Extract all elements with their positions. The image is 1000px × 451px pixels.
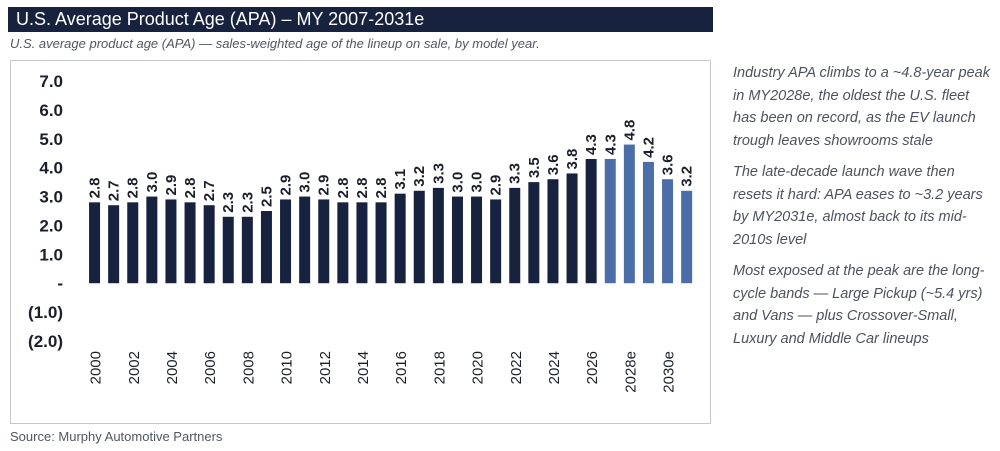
data-label: 3.5 bbox=[526, 157, 543, 178]
data-label: 4.2 bbox=[640, 137, 657, 158]
y-tick-label: 5.0 bbox=[39, 130, 63, 149]
data-label: 4.8 bbox=[621, 120, 638, 141]
bar bbox=[280, 199, 292, 284]
bar bbox=[146, 196, 158, 284]
bar bbox=[604, 159, 616, 284]
x-tick-label: 2016 bbox=[393, 351, 410, 384]
data-label: 3.0 bbox=[469, 172, 486, 193]
x-tick-label: 2004 bbox=[164, 351, 181, 384]
y-tick-label: 2.0 bbox=[39, 216, 63, 235]
y-tick-label: 1.0 bbox=[39, 245, 63, 264]
x-tick-label: 2010 bbox=[279, 351, 296, 384]
data-label: 2.5 bbox=[258, 186, 275, 207]
data-label: 3.0 bbox=[144, 172, 161, 193]
x-tick-label: 2022 bbox=[508, 351, 525, 384]
bar bbox=[471, 196, 483, 284]
bar bbox=[681, 190, 693, 284]
bar bbox=[260, 211, 272, 284]
data-label: 3.8 bbox=[564, 149, 581, 170]
x-tick-label: 2024 bbox=[546, 351, 563, 384]
bar-chart: 7.0 6.0 5.0 4.0 3.0 2.0 1.0 - (1.0) (2.0) 2.8 2000 2… bbox=[28, 72, 696, 393]
data-label: 2.9 bbox=[316, 175, 333, 196]
data-label: 3.1 bbox=[392, 169, 409, 190]
x-tick-label: 2000 bbox=[88, 351, 105, 384]
data-label: 2.3 bbox=[220, 192, 237, 213]
chart-subtitle: U.S. average product age (APA) — sales-w… bbox=[10, 36, 540, 51]
data-label: 2.7 bbox=[106, 180, 123, 201]
x-tick-label: 2020 bbox=[470, 351, 487, 384]
x-tick-label: 2026 bbox=[584, 351, 601, 384]
bar bbox=[89, 202, 101, 284]
bar bbox=[222, 216, 234, 284]
commentary-note-1: Industry APA climbs to a ~4.8-year peak … bbox=[733, 65, 990, 149]
data-label: 3.3 bbox=[430, 163, 447, 184]
data-label: 2.8 bbox=[125, 177, 142, 198]
bar bbox=[184, 202, 196, 284]
bar bbox=[165, 199, 177, 284]
data-label: 3.2 bbox=[679, 166, 696, 187]
bar bbox=[413, 190, 425, 284]
data-label: 2.9 bbox=[163, 175, 180, 196]
x-tick-label: 2018 bbox=[431, 351, 448, 384]
bar bbox=[394, 193, 406, 284]
bar bbox=[108, 205, 120, 284]
data-label: 2.7 bbox=[201, 180, 218, 201]
x-tick-label: 2030e bbox=[661, 351, 678, 393]
x-tick-label: 2006 bbox=[202, 351, 219, 384]
y-tick-label: 7.0 bbox=[39, 72, 63, 91]
x-tick-label: 2014 bbox=[355, 351, 372, 384]
data-label: 2.9 bbox=[488, 175, 505, 196]
bar bbox=[490, 199, 502, 284]
bar bbox=[318, 199, 330, 284]
bar bbox=[451, 196, 463, 284]
data-label: 2.3 bbox=[239, 192, 256, 213]
data-label: 2.8 bbox=[87, 177, 104, 198]
data-label: 3.2 bbox=[411, 166, 428, 187]
data-label: 2.9 bbox=[278, 175, 295, 196]
source-note: Source: Murphy Automotive Partners bbox=[10, 429, 223, 444]
data-label: 2.8 bbox=[182, 177, 199, 198]
bar bbox=[299, 196, 311, 284]
y-tick-label: 4.0 bbox=[39, 159, 63, 178]
x-tick-label: 2002 bbox=[126, 351, 143, 384]
data-label: 3.0 bbox=[297, 172, 314, 193]
data-label: 4.3 bbox=[602, 134, 619, 155]
bar bbox=[642, 161, 654, 284]
chart-title: U.S. Average Product Age (APA) – MY 2007… bbox=[8, 7, 713, 32]
data-label: 4.3 bbox=[583, 134, 600, 155]
bar bbox=[528, 182, 540, 284]
data-label: 2.8 bbox=[354, 177, 371, 198]
bar bbox=[375, 202, 387, 284]
data-label: 3.3 bbox=[507, 163, 524, 184]
bar bbox=[356, 202, 368, 284]
y-tick-label: (2.0) bbox=[28, 332, 63, 351]
bar bbox=[432, 187, 444, 284]
bar bbox=[203, 205, 215, 284]
y-tick-label: (1.0) bbox=[28, 303, 63, 322]
bar bbox=[127, 202, 139, 284]
commentary-panel: Industry APA climbs to a ~4.8-year peak … bbox=[733, 62, 991, 359]
x-tick-label: 2008 bbox=[240, 351, 257, 384]
bar bbox=[337, 202, 349, 284]
chart-frame: 7.0 6.0 5.0 4.0 3.0 2.0 1.0 - (1.0) (2.0) 2.8 2000 2… bbox=[10, 60, 711, 424]
y-tick-label: 3.0 bbox=[39, 188, 63, 207]
bar bbox=[662, 179, 674, 284]
bar bbox=[566, 173, 578, 284]
bar bbox=[547, 179, 559, 284]
data-label: 2.8 bbox=[373, 177, 390, 198]
y-tick-label: - bbox=[57, 274, 63, 293]
bar bbox=[509, 187, 521, 284]
bar bbox=[623, 144, 635, 284]
x-tick-label: 2012 bbox=[317, 351, 334, 384]
commentary-note-2: The late-decade launch wave then resets … bbox=[733, 164, 983, 248]
data-label: 3.0 bbox=[449, 172, 466, 193]
data-label: 3.6 bbox=[545, 154, 562, 175]
commentary-note-3: Most exposed at the peak are the long-cy… bbox=[733, 263, 985, 347]
data-label: 3.6 bbox=[660, 154, 677, 175]
bar bbox=[241, 216, 253, 284]
bar bbox=[585, 159, 597, 284]
y-tick-label: 6.0 bbox=[39, 101, 63, 120]
x-tick-label: 2028e bbox=[622, 351, 639, 393]
data-label: 2.8 bbox=[335, 177, 352, 198]
